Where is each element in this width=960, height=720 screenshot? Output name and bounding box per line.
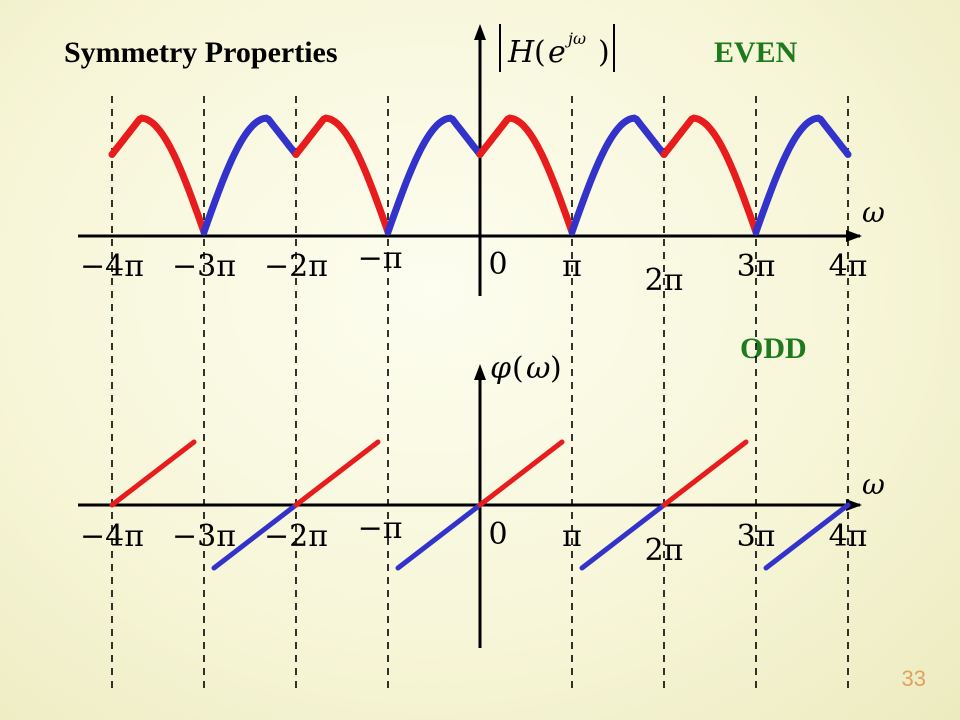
tick-label-2pi: 2π: [645, 533, 684, 568]
tick-label-neg4pi: −4π: [80, 519, 144, 554]
tick-label-3pi: 3π: [737, 249, 776, 284]
tick-label-4pi: 4π: [829, 519, 868, 554]
magnitude-h-symbol: H: [507, 35, 535, 70]
phase-segment-red-6: [661, 439, 749, 508]
magnitude-open-paren: (: [534, 35, 546, 70]
magnitude-axis-label: H ( e jω ): [499, 24, 615, 72]
magnitude-arc-blue-3: [384, 114, 484, 236]
magnitude-arc-red-6: [660, 114, 760, 236]
tick-label-0pi: 0: [488, 517, 507, 552]
magnitude-curve: [108, 114, 852, 236]
phase-segment-blue-3: [395, 502, 483, 571]
tick-label-3pi: 3π: [737, 519, 776, 554]
tick-label-neg1pi: −π: [358, 241, 403, 276]
tick-label-2pi: 2π: [645, 263, 684, 298]
tick-labels-bottom: −4π −3π −2π −π 0 π 2π 3π 4π: [80, 511, 867, 568]
phase-curve: [109, 439, 851, 571]
period-guide-lines: [111, 96, 849, 690]
magnitude-arc-red-0: [108, 114, 208, 236]
phase-segment-blue-1: [211, 502, 299, 571]
phase-omega-symbol: ω: [526, 351, 550, 386]
even-label: EVEN: [714, 36, 798, 69]
magnitude-y-arrow: [474, 24, 486, 40]
tick-label-neg3pi: −3π: [172, 249, 236, 284]
tick-label-1pi: π: [562, 249, 582, 284]
tick-label-4pi: 4π: [829, 249, 868, 284]
phase-segment-red-0: [109, 439, 197, 508]
axes: [78, 24, 862, 648]
phase-segment-red-2: [293, 439, 381, 508]
magnitude-arc-blue-7: [752, 114, 852, 236]
tick-label-1pi: π: [562, 519, 582, 554]
magnitude-arc-red-4: [476, 114, 576, 236]
tick-label-neg3pi: −3π: [172, 519, 236, 554]
phase-y-arrow: [474, 364, 486, 380]
odd-label: ODD: [740, 332, 807, 365]
phase-segment-red-4: [477, 439, 565, 508]
magnitude-e-symbol: e: [548, 35, 566, 70]
magnitude-arc-blue-5: [568, 114, 668, 236]
phase-close-paren: ): [550, 351, 562, 386]
tick-label-neg4pi: −4π: [80, 249, 144, 284]
tick-label-neg1pi: −π: [358, 511, 403, 546]
omega-label-bottom: ω: [862, 468, 885, 501]
phase-segment-blue-5: [579, 502, 667, 571]
omega-label-top: ω: [862, 196, 885, 229]
phase-segment-blue-7: [763, 502, 851, 571]
magnitude-arc-blue-1: [200, 114, 300, 236]
phase-x-arrow: [846, 499, 862, 511]
tick-labels-top: −4π −3π −2π −π 0 π 2π 3π 4π: [80, 241, 867, 298]
phase-axis-label: φ ( ω ): [490, 351, 562, 386]
tick-label-neg2pi: −2π: [264, 249, 328, 284]
magnitude-exponent: jω: [565, 29, 586, 48]
magnitude-arc-red-2: [292, 114, 392, 236]
magnitude-close-paren: ): [598, 35, 610, 70]
phase-phi-symbol: φ: [490, 351, 511, 386]
page-number: 33: [901, 666, 926, 691]
phase-open-paren: (: [512, 351, 524, 386]
slide-title: Symmetry Properties: [64, 36, 338, 69]
tick-label-0pi: 0: [488, 247, 507, 282]
tick-label-neg2pi: −2π: [264, 519, 328, 554]
magnitude-x-arrow: [846, 230, 862, 242]
